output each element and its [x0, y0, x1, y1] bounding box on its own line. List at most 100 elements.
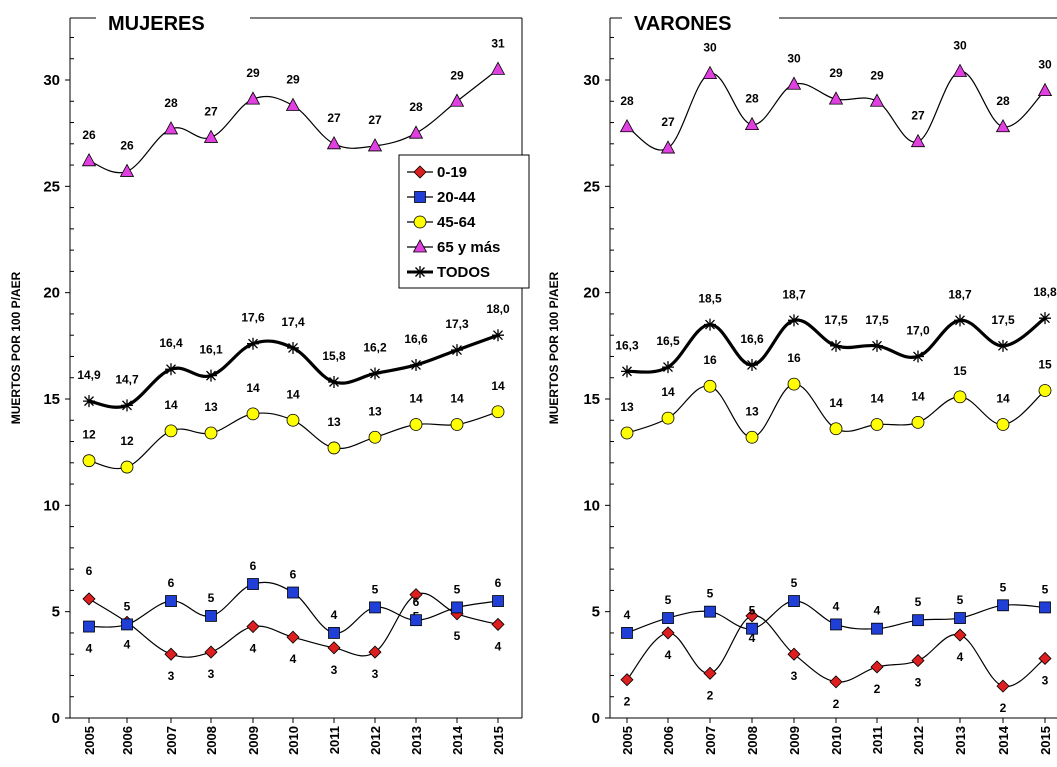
data-label: 16,2: [363, 340, 387, 354]
data-point: [910, 133, 926, 148]
data-label: 29: [286, 73, 300, 87]
data-point: [787, 647, 801, 661]
data-label: 16: [703, 353, 717, 367]
series-line: [626, 316, 1046, 374]
data-point: [245, 91, 261, 105]
data-point: [327, 441, 341, 455]
data-point: [449, 93, 465, 107]
y-axis-label: MUERTOS POR 100 P/AER: [547, 271, 561, 424]
x-tick-label: 2013: [409, 726, 424, 755]
data-point: [368, 430, 382, 444]
data-label: 5: [665, 593, 672, 607]
data-point: [285, 97, 301, 111]
data-point: [165, 595, 177, 607]
data-point: [660, 140, 676, 154]
data-label: 3: [168, 669, 175, 683]
y-tick-label: 15: [43, 391, 60, 408]
data-label: 18,7: [948, 287, 972, 301]
data-point: [247, 578, 259, 590]
data-point: [328, 375, 340, 388]
data-label: 13: [368, 404, 382, 418]
data-point: [870, 418, 884, 431]
data-label: 30: [787, 51, 801, 65]
data-point: [996, 418, 1010, 431]
data-point: [450, 418, 464, 431]
data-label: 5: [208, 591, 215, 605]
y-tick-label: 25: [43, 178, 60, 195]
data-label: 5: [915, 595, 922, 609]
x-tick-label: 2009: [787, 726, 802, 755]
x-tick-label: 2012: [368, 726, 383, 755]
data-point: [451, 601, 463, 614]
data-label: 6: [290, 568, 297, 582]
data-label: 16,4: [159, 336, 183, 350]
y-tick-label: 25: [583, 178, 600, 195]
data-label: 14: [491, 379, 505, 393]
legend-label: TODOS: [437, 264, 490, 281]
data-point: [662, 361, 674, 374]
data-point: [247, 337, 259, 350]
x-tick-label: 2014: [450, 725, 465, 755]
y-tick-label: 0: [52, 710, 60, 727]
data-point: [409, 418, 423, 431]
data-label: 28: [164, 96, 178, 110]
data-point: [410, 614, 422, 627]
data-point: [164, 424, 178, 438]
data-label: 18,8: [1033, 285, 1057, 299]
data-label: 3: [372, 667, 379, 681]
data-point: [952, 63, 968, 77]
data-label: 5: [1042, 582, 1049, 596]
data-point: [163, 121, 179, 135]
data-label: 13: [620, 400, 634, 414]
data-label: 4: [833, 599, 840, 613]
data-point: [704, 318, 716, 331]
data-point: [205, 610, 217, 622]
y-axis-label: MUERTOS POR 100 P/AER: [9, 271, 23, 424]
data-label: 16,5: [656, 334, 680, 348]
data-point: [328, 627, 340, 639]
data-label: 18,0: [486, 302, 510, 316]
data-point: [204, 426, 218, 440]
data-point: [871, 622, 883, 635]
data-point: [413, 165, 427, 179]
data-label: 5: [749, 604, 756, 618]
data-point: [703, 666, 717, 680]
data-label: 28: [745, 92, 759, 106]
series-0-19: 2 4 2 4 3 2 2 3 4 2 3: [620, 609, 1052, 715]
data-point: [203, 129, 219, 143]
data-label: 16,6: [404, 332, 428, 346]
data-point: [414, 191, 426, 203]
data-point: [744, 116, 760, 131]
data-point: [912, 614, 924, 627]
data-point: [286, 630, 300, 644]
data-point: [746, 358, 758, 371]
data-label: 15: [953, 364, 967, 378]
data-point: [703, 379, 717, 393]
y-tick-label: 0: [592, 710, 600, 727]
data-point: [619, 118, 635, 133]
data-label: 4: [957, 650, 964, 664]
data-point: [83, 620, 95, 633]
data-point: [287, 341, 299, 354]
data-label: 5: [454, 582, 461, 596]
data-point: [451, 344, 463, 357]
data-point: [204, 645, 218, 659]
y-tick-label: 20: [583, 285, 600, 302]
data-label: 4: [749, 631, 756, 645]
chart-title: VARONES: [634, 13, 731, 35]
data-label: 27: [204, 104, 218, 118]
data-point: [830, 339, 842, 352]
data-point: [786, 76, 802, 90]
data-label: 18,5: [698, 292, 722, 306]
data-label: 4: [331, 608, 338, 622]
x-tick-label: 2011: [870, 726, 885, 754]
data-point: [408, 125, 424, 139]
data-point: [246, 407, 260, 421]
data-label: 3: [915, 676, 922, 690]
x-tick-label: 2009: [246, 726, 261, 755]
x-tick-label: 2015: [491, 726, 506, 755]
data-label: 6: [250, 559, 257, 573]
data-label: 2: [833, 697, 840, 711]
